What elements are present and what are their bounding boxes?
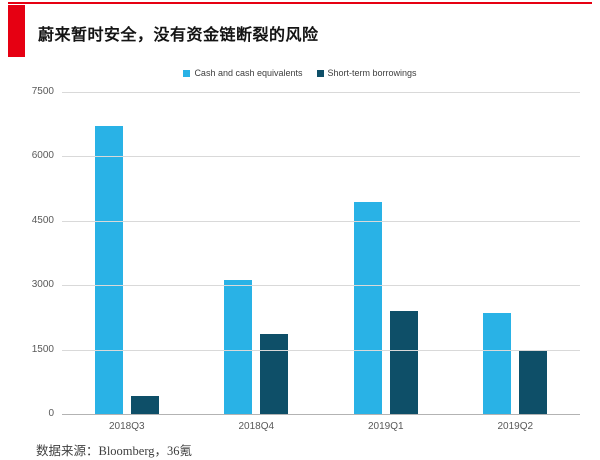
page-title: 蔚来暂时安全，没有资金链断裂的风险 <box>38 27 319 44</box>
bar-short-term-borrowings-2018Q3 <box>130 395 159 414</box>
bar-cash-and-cash-equivalents-2018Q3 <box>94 126 123 414</box>
y-tick-label-6000: 6000 <box>31 150 54 162</box>
y-tick-label-0: 0 <box>48 408 54 419</box>
bar-short-term-borrowings-2019Q1 <box>389 310 418 414</box>
red-logo-block <box>8 5 25 57</box>
source-note: 数据来源：Bloomberg，36氪 <box>36 444 193 458</box>
bar-short-term-borrowings-2019Q2 <box>519 349 548 414</box>
y-tick-label-3000: 3000 <box>31 279 54 291</box>
bar-cash-and-cash-equivalents-2019Q1 <box>353 202 382 414</box>
x-axis: 2018Q3 2018Q4 2019Q1 2019Q2 <box>62 421 580 432</box>
gridline-1500 <box>62 349 580 351</box>
chart-legend: Cash and cash equivalents Short-term bor… <box>0 66 600 80</box>
y-axis: 0 1500 3000 4500 6000 7500 <box>0 86 54 419</box>
legend-label-borrowings: Short-term borrowings <box>327 68 417 78</box>
gridline-4500 <box>62 220 580 222</box>
x-tick-label-2018Q3: 2018Q3 <box>108 421 145 432</box>
bar-cash-and-cash-equivalents-2018Q4 <box>224 280 253 414</box>
x-tick-label-2018Q4: 2018Q4 <box>238 421 275 432</box>
bar-group-2018Q4 <box>192 92 322 414</box>
y-tick-label-1500: 1500 <box>31 343 54 355</box>
gridline-6000 <box>62 156 580 158</box>
legend-marker-cash <box>183 69 191 77</box>
bar-group-2018Q3 <box>62 92 192 414</box>
bar-cash-and-cash-equivalents-2019Q2 <box>483 313 512 414</box>
legend-marker-borrowings <box>316 69 324 77</box>
x-tick-label-2019Q2: 2019Q2 <box>497 421 534 432</box>
legend-label-cash: Cash and cash equivalents <box>194 68 303 78</box>
legend-item-cash: Cash and cash equivalents <box>183 68 303 78</box>
y-tick-label-7500: 7500 <box>31 86 54 97</box>
gridline-7500 <box>62 92 580 93</box>
bar-short-term-borrowings-2018Q4 <box>260 334 289 414</box>
x-tick-label-2019Q1: 2019Q1 <box>367 421 404 432</box>
legend-item-borrowings: Short-term borrowings <box>316 68 417 78</box>
gridline-3000 <box>62 285 580 287</box>
bar-group-2019Q2 <box>451 92 581 414</box>
plot-area <box>62 92 580 415</box>
y-tick-label-4500: 4500 <box>31 214 54 226</box>
bar-group-2019Q1 <box>321 92 451 414</box>
top-accent-line <box>8 2 592 4</box>
bar-groups <box>62 92 580 414</box>
